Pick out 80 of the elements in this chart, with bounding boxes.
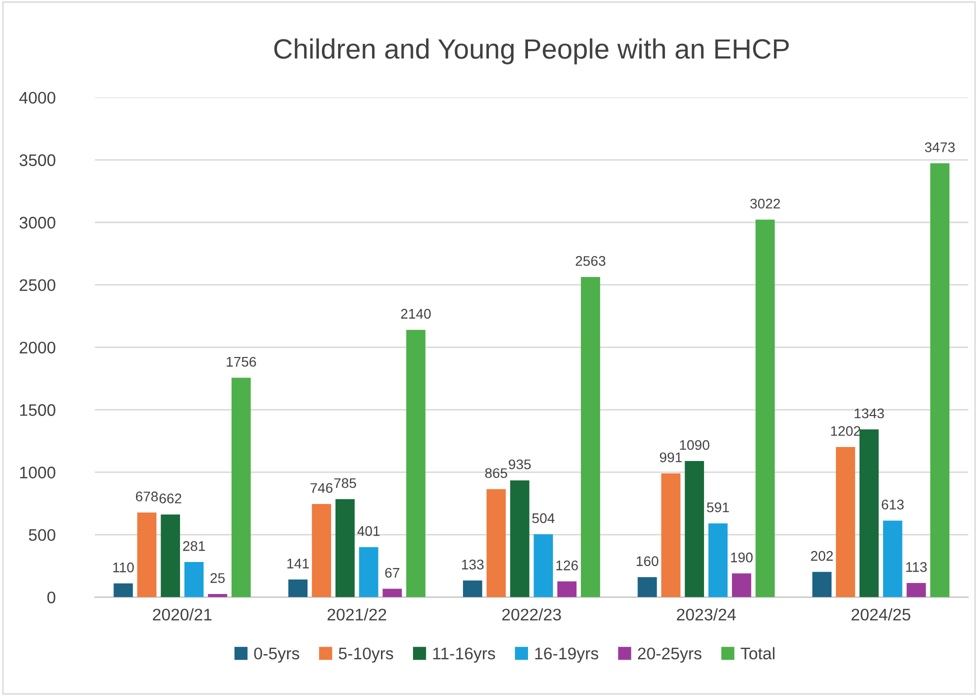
- y-tick-label: 3500: [20, 154, 56, 166]
- bar: [883, 520, 902, 598]
- y-tick-label: 500: [28, 529, 56, 541]
- data-label: 865: [485, 468, 508, 478]
- legend-label: 16-19yrs: [535, 648, 598, 663]
- bar: [534, 534, 553, 598]
- bar: [812, 572, 832, 598]
- bar: [232, 378, 251, 598]
- data-label: 110: [113, 562, 134, 572]
- y-tick-label: 3000: [20, 216, 56, 229]
- data-label: 662: [160, 494, 182, 504]
- legend-label: 0-5yrs: [254, 648, 300, 663]
- x-tick-label: 2020/21: [152, 608, 212, 621]
- data-label: 3022: [750, 198, 780, 209]
- bar: [160, 514, 180, 598]
- data-label: 67: [385, 568, 400, 578]
- bar: [382, 588, 402, 598]
- bar: [335, 499, 355, 598]
- data-label: 141: [287, 558, 309, 568]
- data-label: 113: [906, 562, 927, 572]
- bar: [486, 489, 506, 598]
- data-label: 133: [462, 560, 484, 570]
- bar: [359, 547, 378, 598]
- bar: [930, 163, 950, 598]
- x-tick-label: 2024/25: [852, 608, 910, 621]
- data-label: 1090: [680, 440, 710, 450]
- x-tick-label: 2023/24: [676, 608, 736, 621]
- bar: [859, 429, 879, 598]
- x-tick-label: 2022/23: [502, 608, 561, 621]
- y-tick-label: 2000: [20, 342, 56, 354]
- data-label: 126: [556, 560, 578, 570]
- data-label: 678: [136, 492, 158, 502]
- bar: [580, 276, 600, 598]
- bar: [208, 594, 228, 598]
- data-label: 281: [183, 541, 205, 551]
- y-tick-label: 0: [47, 592, 56, 604]
- x-tick-label: 2021/22: [328, 608, 386, 621]
- data-label: 746: [310, 483, 332, 493]
- bar: [638, 577, 657, 598]
- data-label: 591: [706, 502, 729, 512]
- data-label: 160: [636, 556, 658, 566]
- bar: [836, 447, 856, 598]
- legend-label: 5-10yrs: [338, 648, 394, 663]
- bar: [312, 504, 332, 598]
- bar: [906, 583, 926, 598]
- data-label: 2140: [401, 308, 431, 319]
- data-label: 401: [357, 526, 380, 536]
- y-tick-label: 1000: [20, 466, 56, 478]
- bar: [406, 330, 426, 598]
- bar: [756, 220, 775, 598]
- bar: [510, 480, 530, 598]
- legend-label: Total: [740, 647, 774, 660]
- data-label: 2563: [576, 256, 606, 266]
- bar: [137, 512, 156, 598]
- data-label: 504: [532, 513, 555, 524]
- bar: [114, 583, 133, 598]
- data-label: 1756: [226, 356, 256, 367]
- bar: [184, 562, 204, 598]
- data-label: 935: [508, 459, 531, 470]
- data-label: 1343: [854, 408, 884, 418]
- bar: [557, 581, 577, 598]
- bar: [732, 573, 752, 598]
- data-label: 991: [660, 452, 682, 462]
- bar: [462, 580, 482, 598]
- bar: [708, 523, 728, 598]
- data-label: 25: [210, 573, 225, 583]
- data-label: 3473: [924, 142, 955, 152]
- legend-label: 20-25yrs: [638, 648, 702, 663]
- data-label: 202: [811, 551, 833, 561]
- y-tick-label: 4000: [19, 92, 56, 104]
- bar: [288, 580, 308, 598]
- bar: [661, 473, 680, 598]
- y-tick-label: 1500: [20, 404, 56, 416]
- bar: [684, 460, 704, 598]
- data-label: 190: [731, 552, 753, 562]
- chart-title: Children and Young People with an EHCP: [274, 38, 789, 64]
- y-tick-label: 2500: [20, 279, 56, 292]
- data-label: 785: [334, 478, 356, 488]
- data-label: 613: [882, 500, 904, 510]
- legend-label: 11-16yrs: [433, 648, 496, 663]
